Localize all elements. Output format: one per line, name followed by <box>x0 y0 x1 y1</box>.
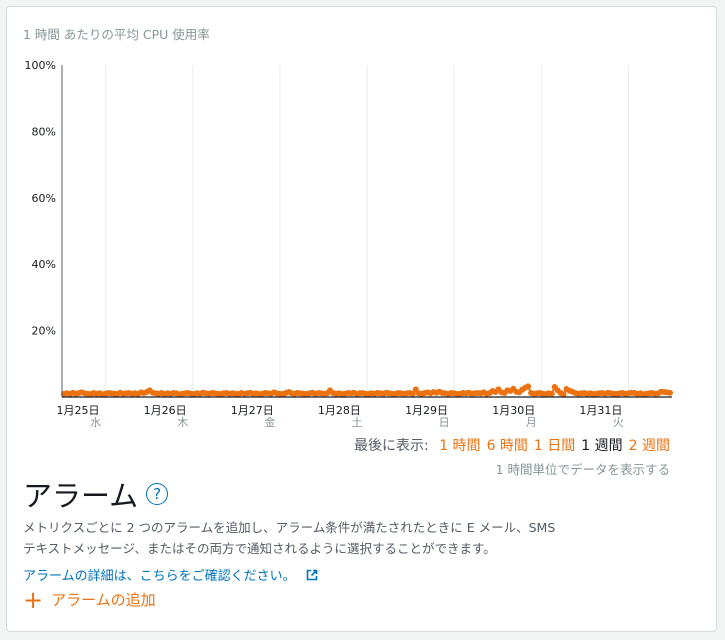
range-option-4[interactable]: 2 週間 <box>628 438 670 454</box>
y-tick-label: 20% <box>32 325 56 338</box>
x-tick-day: 金 <box>264 415 275 427</box>
data-point <box>525 383 532 390</box>
alarm-heading-text: アラーム <box>23 479 139 513</box>
plus-icon: + <box>23 585 44 614</box>
range-options: 1 時間 6 時間 1 日間 1 週間 2 週間 <box>433 438 670 454</box>
period-note: 1 時間単位でデータを表示する <box>495 462 670 477</box>
x-tick-day: 水 <box>90 416 101 427</box>
external-link-icon <box>306 569 317 580</box>
y-tick-label: 60% <box>32 192 56 205</box>
range-option-1[interactable]: 6 時間 <box>486 438 528 454</box>
alarm-description-line-1: メトリクスごとに 2 つのアラームを追加し、アラーム条件が満たされたときに E … <box>23 520 556 535</box>
range-selector: 最後に表示: 1 時間 6 時間 1 日間 1 週間 2 週間 <box>354 435 670 455</box>
x-tick-date: 1月29日 <box>405 404 448 417</box>
x-tick-day: 土 <box>352 416 363 427</box>
x-tick-date: 1月28日 <box>318 404 361 417</box>
alarm-description: メトリクスごとに 2 つのアラームを追加し、アラーム条件が満たされたときに E … <box>23 517 663 559</box>
series-layer <box>61 383 673 398</box>
range-option-0[interactable]: 1 時間 <box>439 438 481 454</box>
x-tick-date: 1月26日 <box>144 404 187 417</box>
metric-card: 1 時間 あたりの平均 CPU 使用率 100% 80% 60% 40% 20% 1月25… <box>6 6 717 632</box>
range-option-3: 1 週間 <box>581 438 623 454</box>
alarm-description-line-2: テキストメッセージ、またはその両方で通知されるように選択することができます。 <box>23 541 496 556</box>
range-prefix: 最後に表示: <box>354 438 429 454</box>
data-point <box>548 390 555 397</box>
help-icon[interactable]: ? <box>146 483 169 505</box>
data-point <box>409 390 416 397</box>
chart-title: 1 時間 あたりの平均 CPU 使用率 <box>23 27 210 42</box>
grid-layer <box>105 65 629 397</box>
x-tick-date: 1月31日 <box>579 404 622 417</box>
range-option-2[interactable]: 1 日間 <box>533 438 576 454</box>
y-tick-label: 40% <box>32 258 56 271</box>
y-tick-label: 80% <box>32 125 56 138</box>
x-tick-day: 火 <box>613 416 624 427</box>
x-tick-day: 木 <box>177 416 188 427</box>
y-tick-label: 100% <box>25 59 56 72</box>
x-tick-day: 日 <box>439 416 450 427</box>
alarm-details-link[interactable]: アラームの詳細は、こちらをご確認ください。 <box>23 565 318 584</box>
x-tick-date: 1月30日 <box>492 404 535 417</box>
x-tick-date: 1月27日 <box>231 404 274 417</box>
x-tick-date: 1月25日 <box>57 404 100 417</box>
add-alarm-label[interactable]: アラームの追加 <box>51 591 156 609</box>
alarm-details-link-text[interactable]: アラームの詳細は、こちらをご確認ください。 <box>23 569 296 584</box>
data-point <box>667 389 673 396</box>
alarm-heading: アラーム ? <box>23 473 169 515</box>
x-tick-day: 月 <box>526 416 537 427</box>
add-alarm-button[interactable]: + アラームの追加 <box>23 585 156 614</box>
data-point <box>560 391 567 398</box>
